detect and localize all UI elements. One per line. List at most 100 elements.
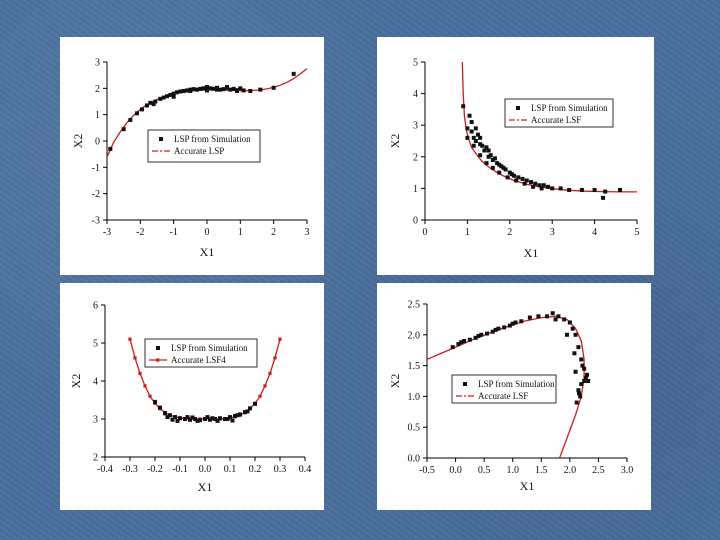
chart-4-data-point xyxy=(556,314,561,319)
chart-4-data-point xyxy=(576,388,581,393)
chart-1-data-point xyxy=(195,87,199,92)
chart-2-x-tick-label: 0 xyxy=(423,227,428,238)
chart-4-data-point xyxy=(578,394,583,399)
chart-2-data-point xyxy=(478,142,483,147)
chart-2-y-axis-label: X2 xyxy=(388,134,402,149)
chart-1-y-tick-label: -2 xyxy=(92,189,100,200)
chart-1-data-point xyxy=(168,92,173,97)
chart-3-x-tick-label: 0.2 xyxy=(249,464,262,475)
chart-4-data-point xyxy=(583,375,588,380)
chart-1-x-tick-label: 1 xyxy=(238,227,243,238)
chart-1-data-point xyxy=(178,89,183,94)
chart-2-data-point xyxy=(601,195,606,200)
chart-4-data-point xyxy=(476,334,481,339)
chart-2-data-point xyxy=(592,187,597,192)
chart-3-x-tick-label: 0.4 xyxy=(299,464,312,475)
chart-2-data-point xyxy=(476,132,480,137)
chart-1-x-tick-label: 3 xyxy=(305,227,310,238)
chart-4-data-point xyxy=(573,369,578,374)
chart-1-data-point xyxy=(211,86,216,91)
chart-2-y-tick-label: 3 xyxy=(413,121,418,132)
chart-3-y-tick-label: 3 xyxy=(93,415,98,426)
chart-1-data-point xyxy=(198,86,203,91)
chart-4-svg: -0.5 0.0 0.5 1.0 1.5 2.0 2.5 3.00.00.51.01.52.0… xyxy=(388,300,633,494)
chart-3-x-tick-label: 0.3 xyxy=(274,464,287,475)
chart-2-x-tick-label: 5 xyxy=(635,227,640,238)
chart-4-data-point xyxy=(565,332,569,337)
chart-2-data-point xyxy=(579,187,584,192)
chart-panel-2: 0 1 2 3 4 5 0 1 2 3 4 5 X1 X2 LSP from Simulation Accur… xyxy=(377,37,654,275)
chart-4-data-point xyxy=(570,326,575,331)
chart-2-y-tick-label: 4 xyxy=(413,89,418,100)
chart-1-legend-swatch xyxy=(159,137,163,141)
chart-panel-4: -0.5 0.0 0.5 1.0 1.5 2.0 2.5 3.0 0.0 0.5 1.0 1.5 2.0… xyxy=(377,283,651,510)
chart-3-line-marker xyxy=(128,337,132,341)
chart-1-data-point xyxy=(175,90,179,95)
chart-4-data-point xyxy=(576,345,581,350)
chart-2-data-point xyxy=(501,165,506,170)
chart-2-legend: LSP from Simulation Accurate LSF xyxy=(504,98,614,128)
chart-3-data-point xyxy=(203,417,207,421)
chart-3-data-point xyxy=(218,416,222,421)
chart-4-data-point xyxy=(545,314,549,319)
chart-1-data-point xyxy=(145,103,149,108)
chart-3-data-point xyxy=(215,418,220,423)
chart-4-data-point xyxy=(586,379,591,383)
chart-2-data-point xyxy=(524,178,529,183)
chart-3-plot-area xyxy=(128,337,282,423)
chart-2-data-point xyxy=(503,167,508,172)
chart-1-y-tick-label: -1 xyxy=(92,163,100,174)
chart-2-data-point xyxy=(529,180,533,185)
chart-4-data-point xyxy=(462,338,467,343)
chart-3-data-point xyxy=(208,417,212,422)
chart-1-data-point xyxy=(271,85,276,90)
chart-1-data-point xyxy=(188,88,193,93)
chart-3-x-tick-label: 0.1 xyxy=(224,464,237,475)
chart-panel-1: -3 -2 -1 0 1 2 3 -3 -2 -1 0 1 2 3 X1 X2 LSP from Simulat… xyxy=(60,37,324,275)
chart-3-line-marker xyxy=(133,356,137,360)
chart-2-y-tick-label: 1 xyxy=(413,184,418,195)
chart-3-line-marker xyxy=(258,394,262,398)
chart-3-y-tick-label: 6 xyxy=(93,301,98,312)
chart-2-data-point xyxy=(490,157,495,162)
chart-1-data-point xyxy=(161,95,166,100)
chart-4-data-point xyxy=(550,311,555,316)
chart-1-data-point xyxy=(181,88,186,93)
chart-3-x-tick-label: 0.0 xyxy=(199,464,212,475)
chart-1-y-axis-label: X2 xyxy=(71,134,85,149)
chart-4-x-tick-label: 0.5 xyxy=(478,465,491,476)
chart-2-x-axis-label: X1 xyxy=(524,246,539,260)
chart-1-data-point xyxy=(135,111,139,116)
chart-3-data-point xyxy=(225,417,230,421)
chart-1-x-tick-label: 0 xyxy=(205,227,210,238)
chart-1-y-tick-label: 0 xyxy=(95,137,100,148)
chart-4-data-point xyxy=(580,363,585,368)
chart-3-data-point xyxy=(163,411,167,416)
chart-2-data-point xyxy=(603,189,608,194)
chart-3-line-marker xyxy=(273,356,277,360)
chart-4-x-tick-label: 0.0 xyxy=(449,465,462,476)
chart-3-y-tick-label: 2 xyxy=(93,453,98,464)
chart-4-y-tick-label: 2.5 xyxy=(408,300,421,311)
chart-4-x-tick-label: 1.0 xyxy=(506,465,519,476)
chart-1-data-point xyxy=(171,94,176,99)
chart-2-data-point xyxy=(520,176,525,181)
chart-4-plot-area xyxy=(427,311,591,458)
chart-2-data-point xyxy=(469,129,474,134)
chart-2-legend-box xyxy=(504,98,614,128)
chart-3-data-point xyxy=(238,412,242,417)
chart-3-legend: LSP from Simulation Accurate LSF4 xyxy=(144,338,258,368)
chart-2-data-point xyxy=(461,104,466,109)
chart-1-data-point xyxy=(228,87,233,92)
chart-1-data-point xyxy=(291,71,296,76)
chart-3-data-point xyxy=(210,416,215,421)
chart-4-data-point xyxy=(567,320,572,325)
chart-4-series-line xyxy=(427,315,585,458)
chart-1-x-axis-label: X1 xyxy=(200,245,215,259)
chart-3-line-marker xyxy=(148,394,152,398)
chart-4-x-tick-label: 2.5 xyxy=(592,465,605,476)
chart-2-data-point xyxy=(618,187,623,192)
chart-1-data-point xyxy=(221,87,226,92)
chart-3-data-point xyxy=(205,415,210,420)
chart-1-data-point xyxy=(208,86,213,91)
